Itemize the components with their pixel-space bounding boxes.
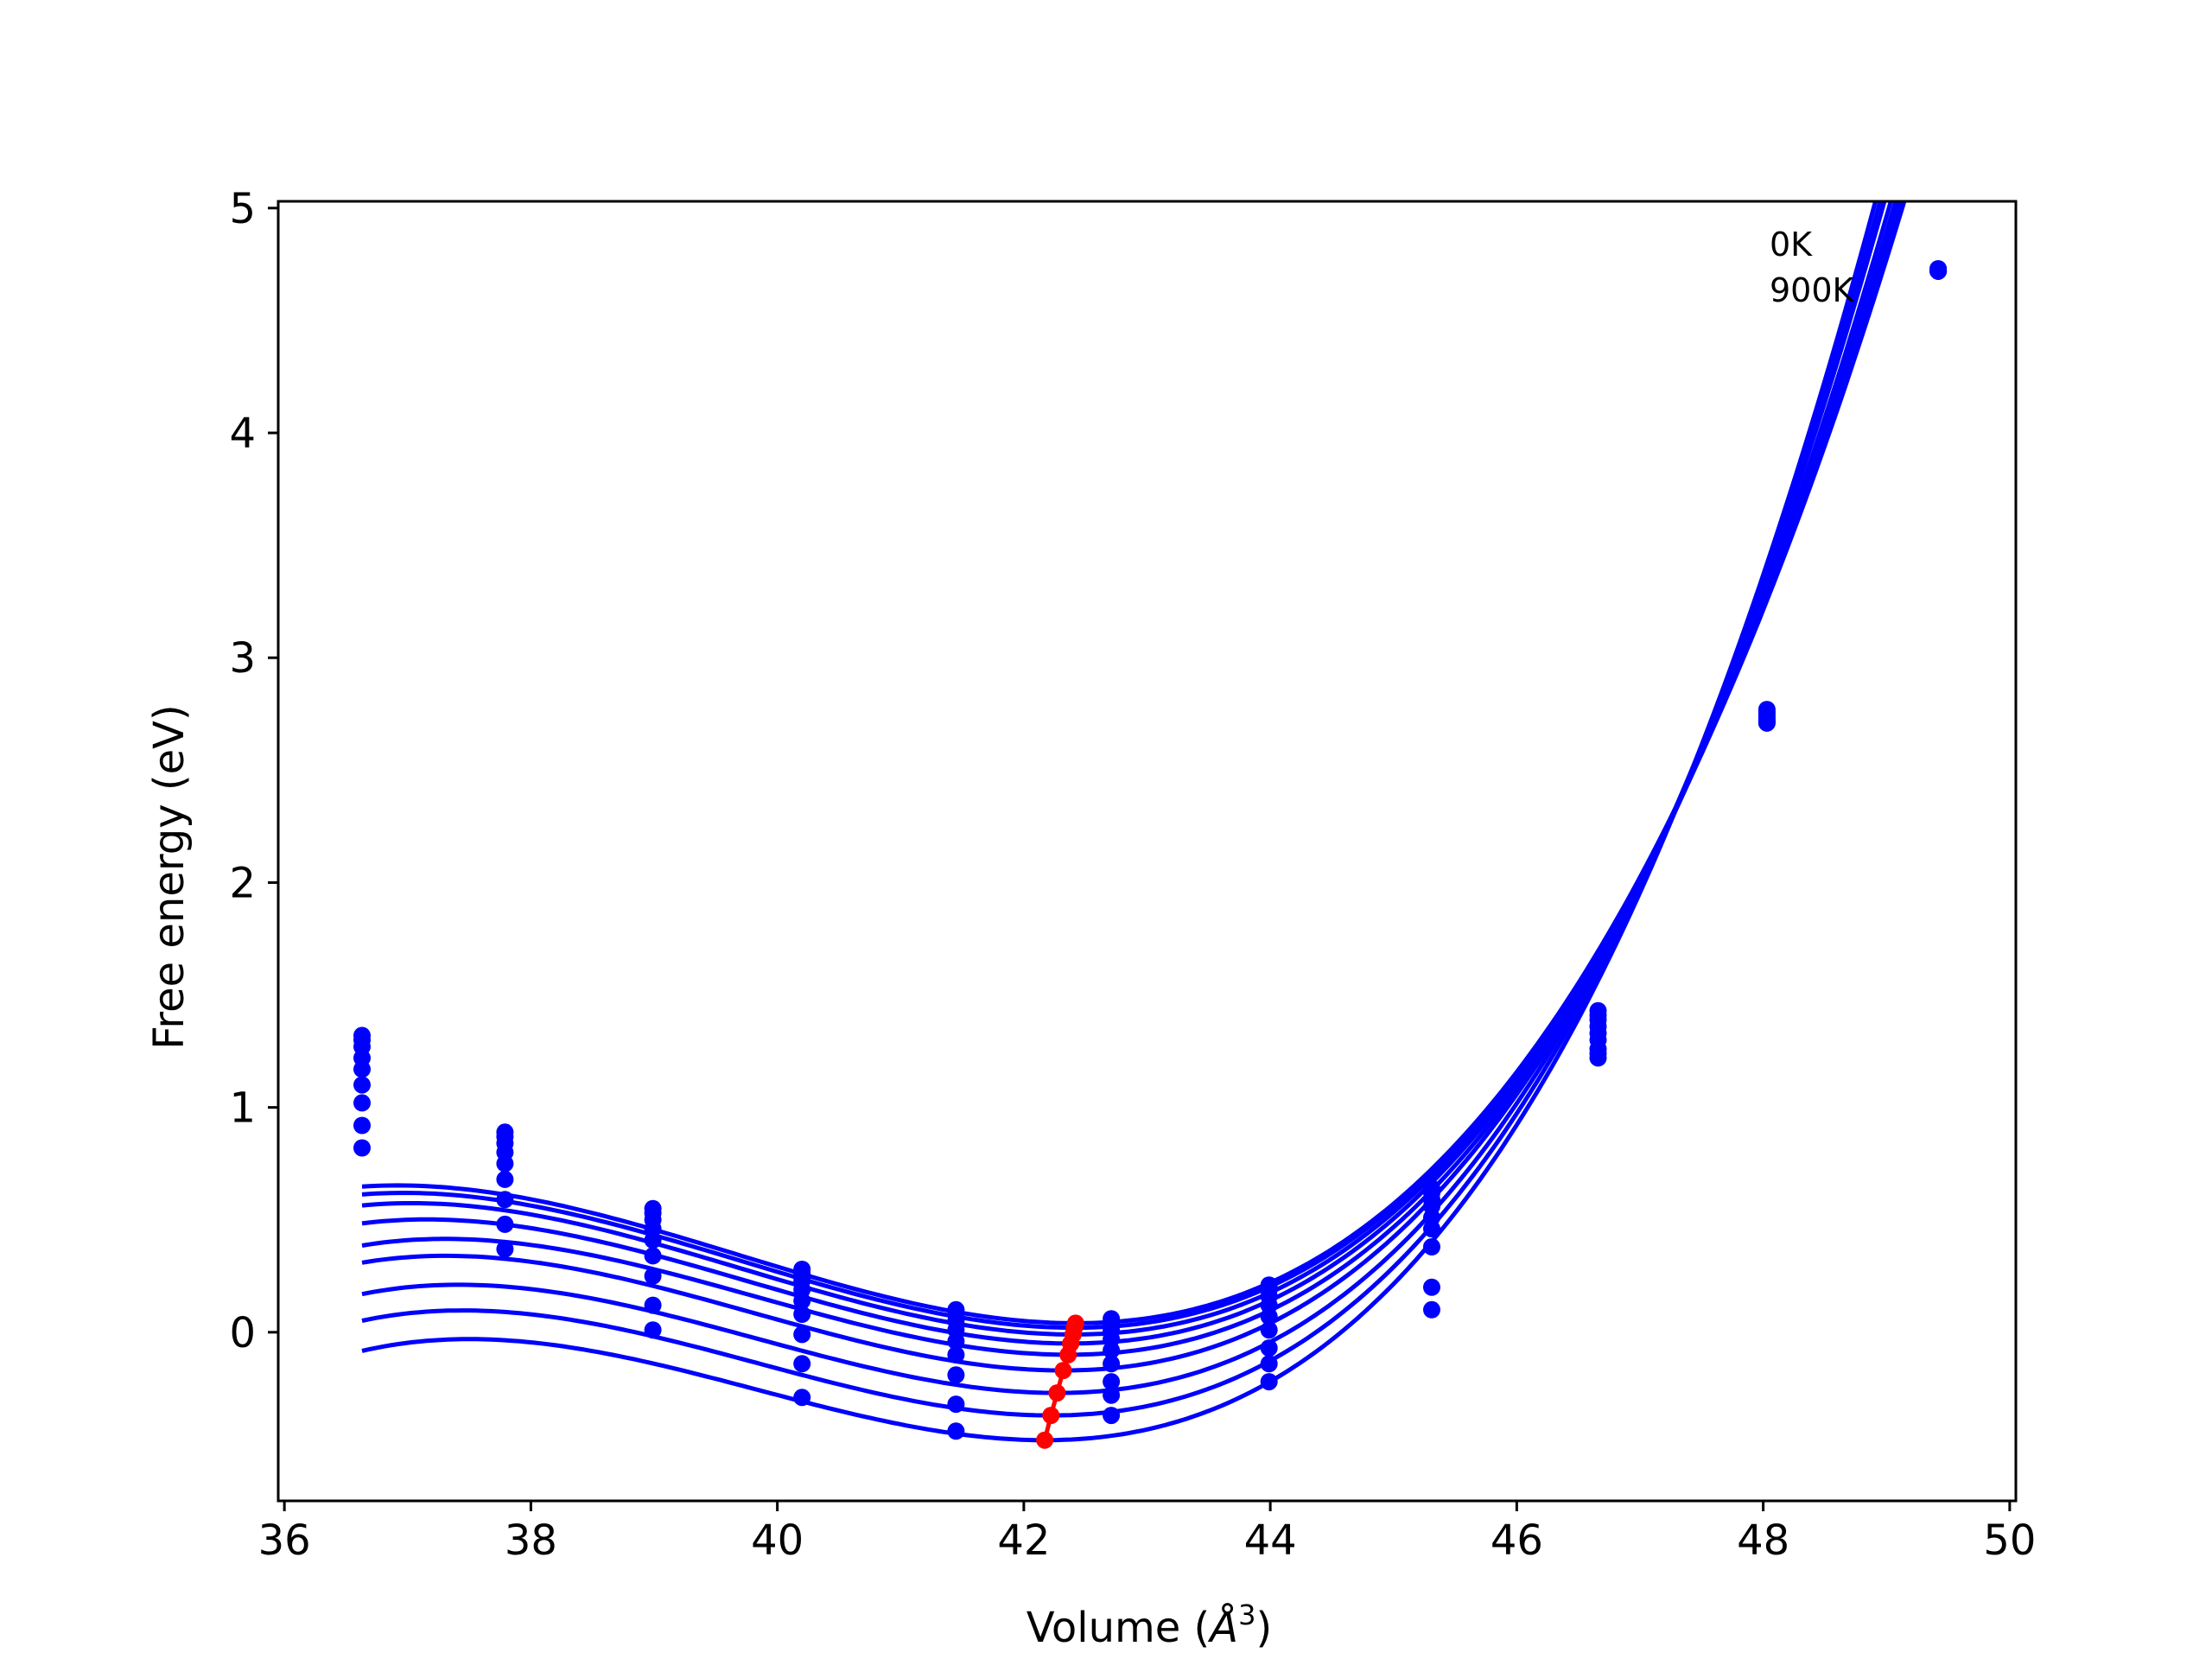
data-point-s4-1 xyxy=(496,1154,514,1173)
x-axis-label: Volume (Å3) xyxy=(1027,1599,1272,1652)
data-point-s5-7 xyxy=(1423,1220,1440,1238)
data-point-s7-6 xyxy=(1260,1355,1278,1373)
data-point-s8-4 xyxy=(947,1422,965,1440)
x-tick-label-46: 46 xyxy=(1491,1516,1543,1565)
data-point-s6-0 xyxy=(353,1094,371,1112)
data-point-s7-1 xyxy=(496,1215,514,1233)
data-point-s8-5 xyxy=(1103,1407,1121,1425)
data-point-s7-3 xyxy=(793,1355,811,1373)
data-point-s8-10 xyxy=(1929,262,1948,280)
data-point-s6-1 xyxy=(496,1191,514,1209)
minimum-point-4 xyxy=(1059,1345,1077,1363)
data-point-s5-0 xyxy=(353,1076,371,1094)
data-point-s6-7 xyxy=(1423,1238,1440,1255)
x-tick-label-38: 38 xyxy=(505,1516,557,1565)
data-point-s4-3 xyxy=(793,1292,811,1310)
x-tick-label-48: 48 xyxy=(1737,1516,1789,1565)
x-tick-label-42: 42 xyxy=(997,1516,1050,1565)
data-point-s7-2 xyxy=(644,1296,662,1314)
y-tick-label-3: 3 xyxy=(229,634,256,683)
data-point-s8-2 xyxy=(644,1321,662,1339)
data-point-s5-2 xyxy=(644,1247,662,1265)
data-point-s6-4 xyxy=(947,1366,965,1384)
plot-frame xyxy=(276,200,2018,1503)
y-tick-label-5: 5 xyxy=(229,185,256,233)
data-point-s5-4 xyxy=(947,1345,965,1363)
data-point-s4-2 xyxy=(644,1231,662,1249)
data-point-s4-6 xyxy=(1260,1307,1278,1325)
x-tick-label-40: 40 xyxy=(751,1516,804,1565)
x-tick-label-50: 50 xyxy=(1983,1516,2036,1565)
y-axis-ticks: 0 1 2 3 4 5 xyxy=(229,185,278,1357)
annotation-900k: 900K xyxy=(1770,271,1855,309)
data-point-s6-6 xyxy=(1260,1339,1278,1357)
data-point-s6-2 xyxy=(644,1267,662,1285)
y-axis-label: Free energy (eV) xyxy=(145,704,194,1049)
data-point-s7-5 xyxy=(1103,1386,1121,1404)
data-points xyxy=(353,260,1948,1440)
x-tick-label-44: 44 xyxy=(1244,1516,1297,1565)
data-point-s4-0 xyxy=(353,1060,371,1078)
y-tick-label-4: 4 xyxy=(229,410,256,458)
y-tick-label-2: 2 xyxy=(229,859,256,907)
y-tick-label-1: 1 xyxy=(229,1084,256,1133)
data-point-s8-3 xyxy=(793,1389,811,1407)
fit-curves xyxy=(361,201,1907,1443)
y-tick-label-0: 0 xyxy=(229,1309,256,1357)
data-point-s7-0 xyxy=(353,1116,371,1135)
minima-points xyxy=(1036,1314,1084,1449)
data-point-s5-6 xyxy=(1260,1321,1278,1339)
data-point-s5-5 xyxy=(1103,1355,1121,1373)
data-point-s8-1 xyxy=(496,1240,514,1258)
data-point-s6-3 xyxy=(793,1325,811,1344)
data-point-s4-4 xyxy=(947,1332,965,1351)
data-point-s8-6 xyxy=(1260,1373,1278,1391)
minimum-point-5 xyxy=(1054,1362,1072,1380)
data-point-s6-5 xyxy=(1103,1373,1121,1391)
data-point-s5-3 xyxy=(793,1306,811,1323)
data-point-s7-7 xyxy=(1423,1278,1440,1296)
data-point-s5-1 xyxy=(496,1170,514,1188)
x-tick-label-36: 36 xyxy=(258,1516,311,1565)
data-point-s7-4 xyxy=(947,1395,965,1414)
data-point-s8-9 xyxy=(1758,712,1776,730)
data-point-s8-7 xyxy=(1423,1300,1440,1319)
annotation-0k: 0K xyxy=(1770,226,1813,264)
x-axis-ticks: 36 38 40 42 44 46 48 50 xyxy=(258,1501,2036,1565)
minimum-point-6 xyxy=(1048,1384,1066,1402)
data-point-s4-5 xyxy=(1103,1341,1121,1359)
minimum-point-7 xyxy=(1042,1407,1060,1425)
data-point-s8-8 xyxy=(1589,1049,1607,1067)
fit-curve-8 xyxy=(361,201,1878,1443)
data-point-s8-0 xyxy=(353,1139,371,1157)
minimum-point-8 xyxy=(1036,1431,1054,1449)
